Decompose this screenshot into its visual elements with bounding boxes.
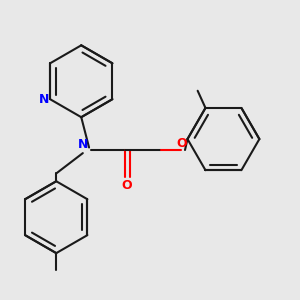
Text: N: N (78, 138, 88, 151)
Text: O: O (121, 179, 132, 192)
Text: N: N (39, 93, 50, 106)
Text: O: O (177, 136, 187, 150)
